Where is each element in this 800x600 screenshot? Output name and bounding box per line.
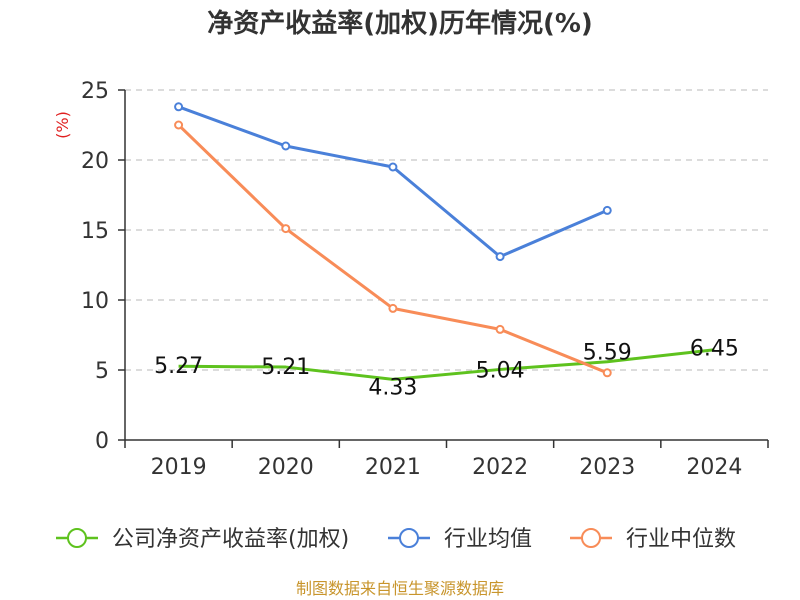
data-label: 6.45 bbox=[690, 337, 739, 362]
y-axis-label: (%) bbox=[53, 111, 72, 139]
data-label: 5.59 bbox=[583, 341, 632, 366]
data-label: 4.33 bbox=[368, 375, 417, 400]
y-tick-label: 0 bbox=[95, 429, 109, 454]
data-label: 5.27 bbox=[154, 354, 203, 379]
data-point bbox=[281, 224, 291, 234]
data-labels: 5.27 5.21 4.33 5.04 5.59 6.45 bbox=[154, 337, 739, 401]
axes: 0 5 10 15 20 25 2019 2020 2021 2022 2023 2024 bbox=[81, 79, 769, 480]
x-tick-label: 2019 bbox=[151, 455, 207, 480]
data-point bbox=[602, 205, 612, 215]
series-line bbox=[178, 105, 608, 259]
x-tick-label: 2020 bbox=[258, 455, 314, 480]
data-point bbox=[495, 252, 505, 262]
legend-label: 行业中位数 bbox=[626, 527, 736, 552]
data-point bbox=[495, 324, 505, 334]
legend-label: 公司净资产收益率(加权) bbox=[112, 527, 349, 552]
data-point bbox=[174, 102, 184, 112]
legend-label: 行业均值 bbox=[444, 527, 532, 552]
x-tick-label: 2023 bbox=[579, 455, 635, 480]
y-tick-label: 20 bbox=[81, 149, 109, 174]
legend: 公司净资产收益率(加权) 行业均值 行业中位数 bbox=[56, 527, 736, 552]
data-label: 5.21 bbox=[261, 355, 310, 380]
series-line bbox=[178, 348, 715, 381]
y-tick-label: 15 bbox=[81, 219, 109, 244]
x-tick-label: 2022 bbox=[472, 455, 528, 480]
data-label: 5.04 bbox=[476, 358, 525, 383]
series-layer bbox=[174, 102, 715, 381]
legend-marker bbox=[67, 528, 87, 548]
data-point bbox=[602, 368, 612, 378]
data-point bbox=[281, 141, 291, 151]
series-line bbox=[177, 123, 608, 375]
legend-marker bbox=[581, 528, 601, 548]
chart-title: 净资产收益率(加权)历年情况(%) bbox=[207, 8, 593, 39]
data-point bbox=[388, 303, 398, 313]
x-tick-label: 2024 bbox=[686, 455, 742, 480]
y-tick-label: 5 bbox=[95, 359, 109, 384]
legend-marker bbox=[399, 528, 419, 548]
data-point bbox=[174, 120, 184, 130]
x-tick-label: 2021 bbox=[365, 455, 421, 480]
grid bbox=[125, 89, 768, 371]
y-tick-label: 25 bbox=[81, 79, 109, 104]
data-point bbox=[388, 162, 398, 172]
source-text: 制图数据来自恒生聚源数据库 bbox=[296, 579, 504, 598]
y-tick-label: 10 bbox=[81, 289, 109, 314]
